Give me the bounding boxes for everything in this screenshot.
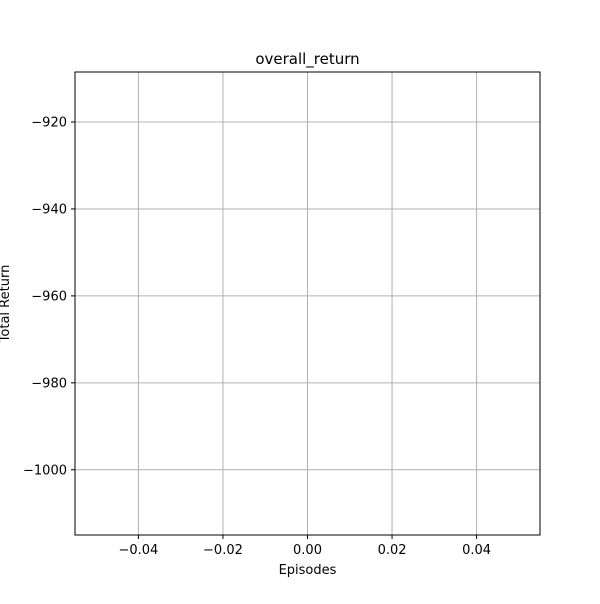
y-tick-label: −980 xyxy=(31,376,67,391)
x-tick-label: −0.04 xyxy=(118,543,158,558)
y-tick-label: −920 xyxy=(31,115,67,130)
x-axis-ticks: −0.04 −0.02 0.00 0.02 0.04 xyxy=(118,535,491,558)
y-tick-label: −960 xyxy=(31,289,67,304)
y-axis-label: Total Return xyxy=(0,265,13,344)
x-tick-label: −0.02 xyxy=(203,543,243,558)
x-axis-label: Episodes xyxy=(279,563,337,578)
chart-title: overall_return xyxy=(255,50,359,69)
y-tick-label: −940 xyxy=(31,202,67,217)
grid-lines xyxy=(75,72,540,535)
x-tick-label: 0.00 xyxy=(293,543,322,558)
y-axis-ticks: −920 −940 −960 −980 −1000 xyxy=(23,115,75,478)
x-tick-label: 0.04 xyxy=(462,543,491,558)
x-tick-label: 0.02 xyxy=(378,543,407,558)
y-tick-label: −1000 xyxy=(23,463,67,478)
